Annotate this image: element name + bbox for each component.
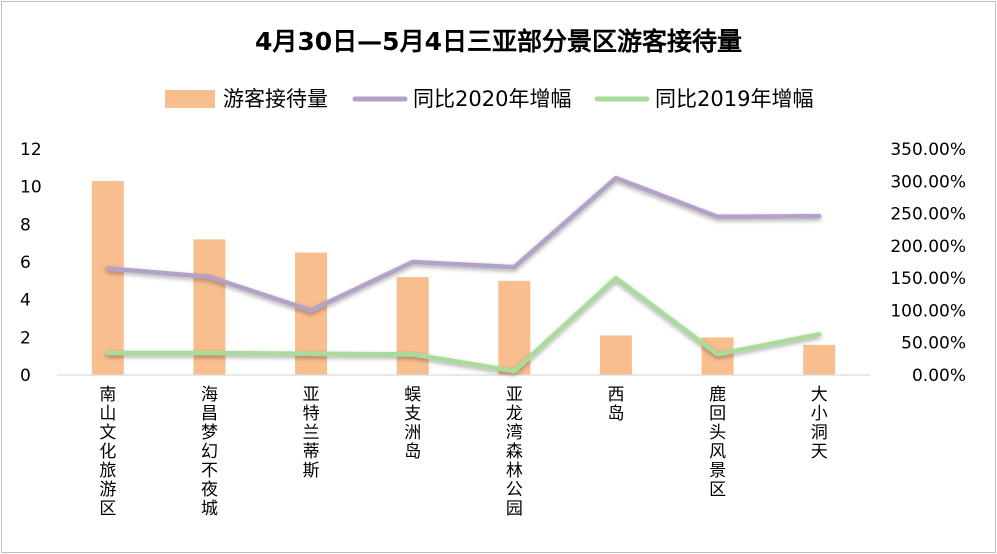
right-tick-label: 350.00% xyxy=(890,140,966,160)
category-label: 亚龙湾森林公园 xyxy=(506,385,523,519)
category-label: 南山文化旅游区 xyxy=(99,385,116,519)
left-tick-label: 2 xyxy=(20,328,31,348)
point-2019-growth xyxy=(411,352,415,356)
legend-swatch-0 xyxy=(165,90,215,108)
point-2019-growth xyxy=(614,276,618,280)
bar xyxy=(803,344,836,375)
left-tick-label: 12 xyxy=(20,140,42,160)
right-axis-ticks: 0.00% 50.00% 100.00% 150.00% 200.00% 250.00% 3… xyxy=(890,140,966,386)
point-2020-growth xyxy=(817,214,821,218)
line-series xyxy=(105,175,822,374)
category-labels: 南山文化旅游区 海昌梦幻不夜城 亚特兰蒂斯 蜈支洲岛 亚龙湾森林公园 西岛 鹿回头风景区 大小… xyxy=(99,385,827,519)
legend-label-0: 游客接待量 xyxy=(223,87,328,111)
left-axis-ticks: 0 2 4 6 8 10 12 xyxy=(20,140,42,386)
bar xyxy=(396,277,429,375)
category-label: 西岛 xyxy=(607,385,624,424)
line-2020-growth xyxy=(105,175,822,313)
point-2019-growth xyxy=(512,369,516,373)
legend: 游客接待量 同比2020年增幅 同比2019年增幅 xyxy=(165,87,813,111)
right-tick-label: 300.00% xyxy=(890,172,966,192)
point-2020-growth xyxy=(614,176,618,180)
point-2019-growth xyxy=(207,351,211,355)
left-tick-label: 6 xyxy=(20,253,31,273)
right-tick-label: 200.00% xyxy=(890,237,966,257)
point-2019-growth xyxy=(716,352,720,356)
chart-title: 4月30日—5月4日三亚部分景区游客接待量 xyxy=(255,27,742,56)
right-tick-label: 250.00% xyxy=(890,205,966,225)
point-2019-growth xyxy=(309,352,313,356)
point-2019-growth xyxy=(106,351,110,355)
point-2020-growth xyxy=(106,266,110,270)
point-2020-growth xyxy=(716,215,720,219)
point-2020-growth xyxy=(207,275,211,279)
line-2019-growth xyxy=(105,275,822,374)
left-tick-label: 8 xyxy=(20,215,31,235)
right-tick-label: 50.00% xyxy=(901,334,966,354)
category-label: 大小洞天 xyxy=(811,385,828,462)
bar xyxy=(91,181,124,375)
point-2020-growth xyxy=(512,265,516,269)
point-2020-growth xyxy=(411,260,415,264)
legend-label-2: 同比2019年增幅 xyxy=(655,87,813,111)
right-tick-label: 150.00% xyxy=(890,269,966,289)
bar-series xyxy=(91,181,836,375)
left-tick-label: 10 xyxy=(20,178,42,198)
category-label: 鹿回头风景区 xyxy=(709,385,726,500)
bar xyxy=(599,335,632,375)
category-label: 蜈支洲岛 xyxy=(404,385,421,462)
bar xyxy=(295,252,328,375)
right-tick-label: 0.00% xyxy=(912,366,966,386)
legend-label-1: 同比2020年增幅 xyxy=(413,87,571,111)
point-2019-growth xyxy=(817,332,821,336)
point-2020-growth xyxy=(309,308,313,312)
left-tick-label: 4 xyxy=(20,291,31,311)
category-label: 海昌梦幻不夜城 xyxy=(201,385,218,519)
left-tick-label: 0 xyxy=(20,366,31,386)
right-tick-label: 100.00% xyxy=(890,301,966,321)
category-label: 亚特兰蒂斯 xyxy=(303,385,320,481)
